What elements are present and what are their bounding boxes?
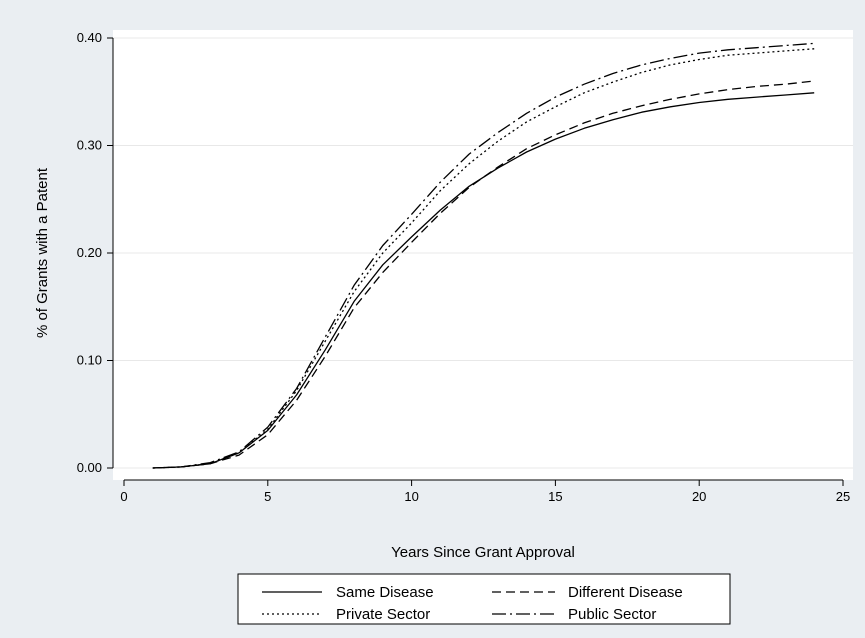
y-axis-title: % of Grants with a Patent [34,167,51,338]
y-tick-label: 0.40 [77,30,102,45]
y-tick-label: 0.30 [77,138,102,153]
series-line-1 [152,92,815,469]
legend-label-2: Different Disease [568,584,683,601]
x-tick-label: 10 [404,489,418,504]
y-tick-label: 0.00 [77,460,102,475]
series-line-4 [152,42,815,469]
plot-area [113,30,853,480]
y-tick-label: 0.10 [77,353,102,368]
x-tick-label: 0 [120,489,127,504]
legend-box [237,573,731,625]
series-line-3 [152,48,815,469]
x-tick-label: 15 [548,489,562,504]
y-tick-label: 0.20 [77,245,102,260]
x-tick-label: 25 [836,489,850,504]
x-tick-label: 20 [692,489,706,504]
legend: Same Disease Different Disease Private Sec… [237,573,731,625]
legend-label-3: Private Sector [336,606,430,623]
legend-label-4: Public Sector [568,606,656,623]
series-line-2 [152,80,815,469]
grid-lines [113,37,853,469]
x-axis-title: Years Since Grant Approval [391,544,575,561]
series-lines [152,42,815,469]
x-tick-label: 5 [264,489,271,504]
legend-label-1: Same Disease [336,584,434,601]
axes: 0.00 0.10 0.20 0.30 0.40 0 5 10 15 20 25 [77,30,851,504]
